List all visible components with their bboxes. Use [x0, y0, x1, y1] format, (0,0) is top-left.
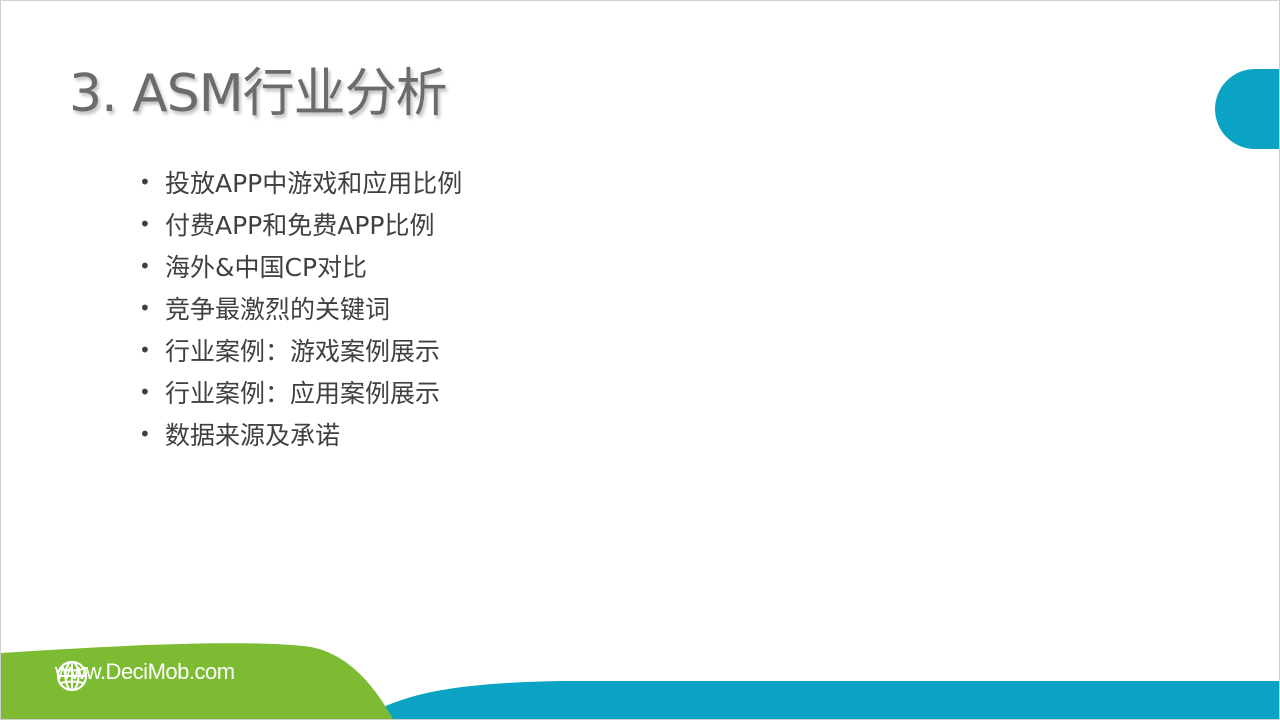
- bullet-text: 投放APP中游戏和应用比例: [165, 169, 463, 198]
- list-item: • 竞争最激烈的关键词: [139, 287, 462, 329]
- globe-icon: [56, 660, 88, 692]
- bullet-text: 海外&中国CP对比: [165, 253, 368, 282]
- decorative-right-tab: [1215, 69, 1279, 149]
- bullet-text: 付费APP和免费APP比例: [165, 211, 435, 240]
- footer-teal-wave: [361, 681, 1279, 719]
- list-item: • 付费APP和免费APP比例: [139, 203, 462, 245]
- list-item: • 行业案例：游戏案例展示: [139, 329, 462, 371]
- list-item: • 数据来源及承诺: [139, 413, 462, 455]
- footer-green-swoosh: [1, 643, 393, 719]
- bullet-dot: •: [139, 254, 151, 278]
- bullet-dot: •: [139, 422, 151, 446]
- bullet-dot: •: [139, 170, 151, 194]
- list-item: • 投放APP中游戏和应用比例: [139, 161, 462, 203]
- bullet-text: 数据来源及承诺: [165, 421, 341, 450]
- bullet-text: 行业案例：游戏案例展示: [165, 337, 441, 366]
- list-item: • 海外&中国CP对比: [139, 245, 462, 287]
- bullet-text: 竞争最激烈的关键词: [165, 295, 391, 324]
- bullet-dot: •: [139, 380, 151, 404]
- bullet-dot: •: [139, 296, 151, 320]
- bullet-dot: •: [139, 338, 151, 362]
- footer-bar: www.DeciMob.com: [1, 639, 1279, 719]
- bullet-text: 行业案例：应用案例展示: [165, 379, 441, 408]
- bullet-dot: •: [139, 212, 151, 236]
- list-item: • 行业案例：应用案例展示: [139, 371, 462, 413]
- footer-background: [1, 643, 1279, 719]
- slide-title: 3. ASM行业分析: [69, 64, 448, 124]
- footer-brand: www.DeciMob.com: [55, 659, 235, 692]
- bullet-list: • 投放APP中游戏和应用比例 • 付费APP和免费APP比例 • 海外&中国C…: [139, 161, 462, 455]
